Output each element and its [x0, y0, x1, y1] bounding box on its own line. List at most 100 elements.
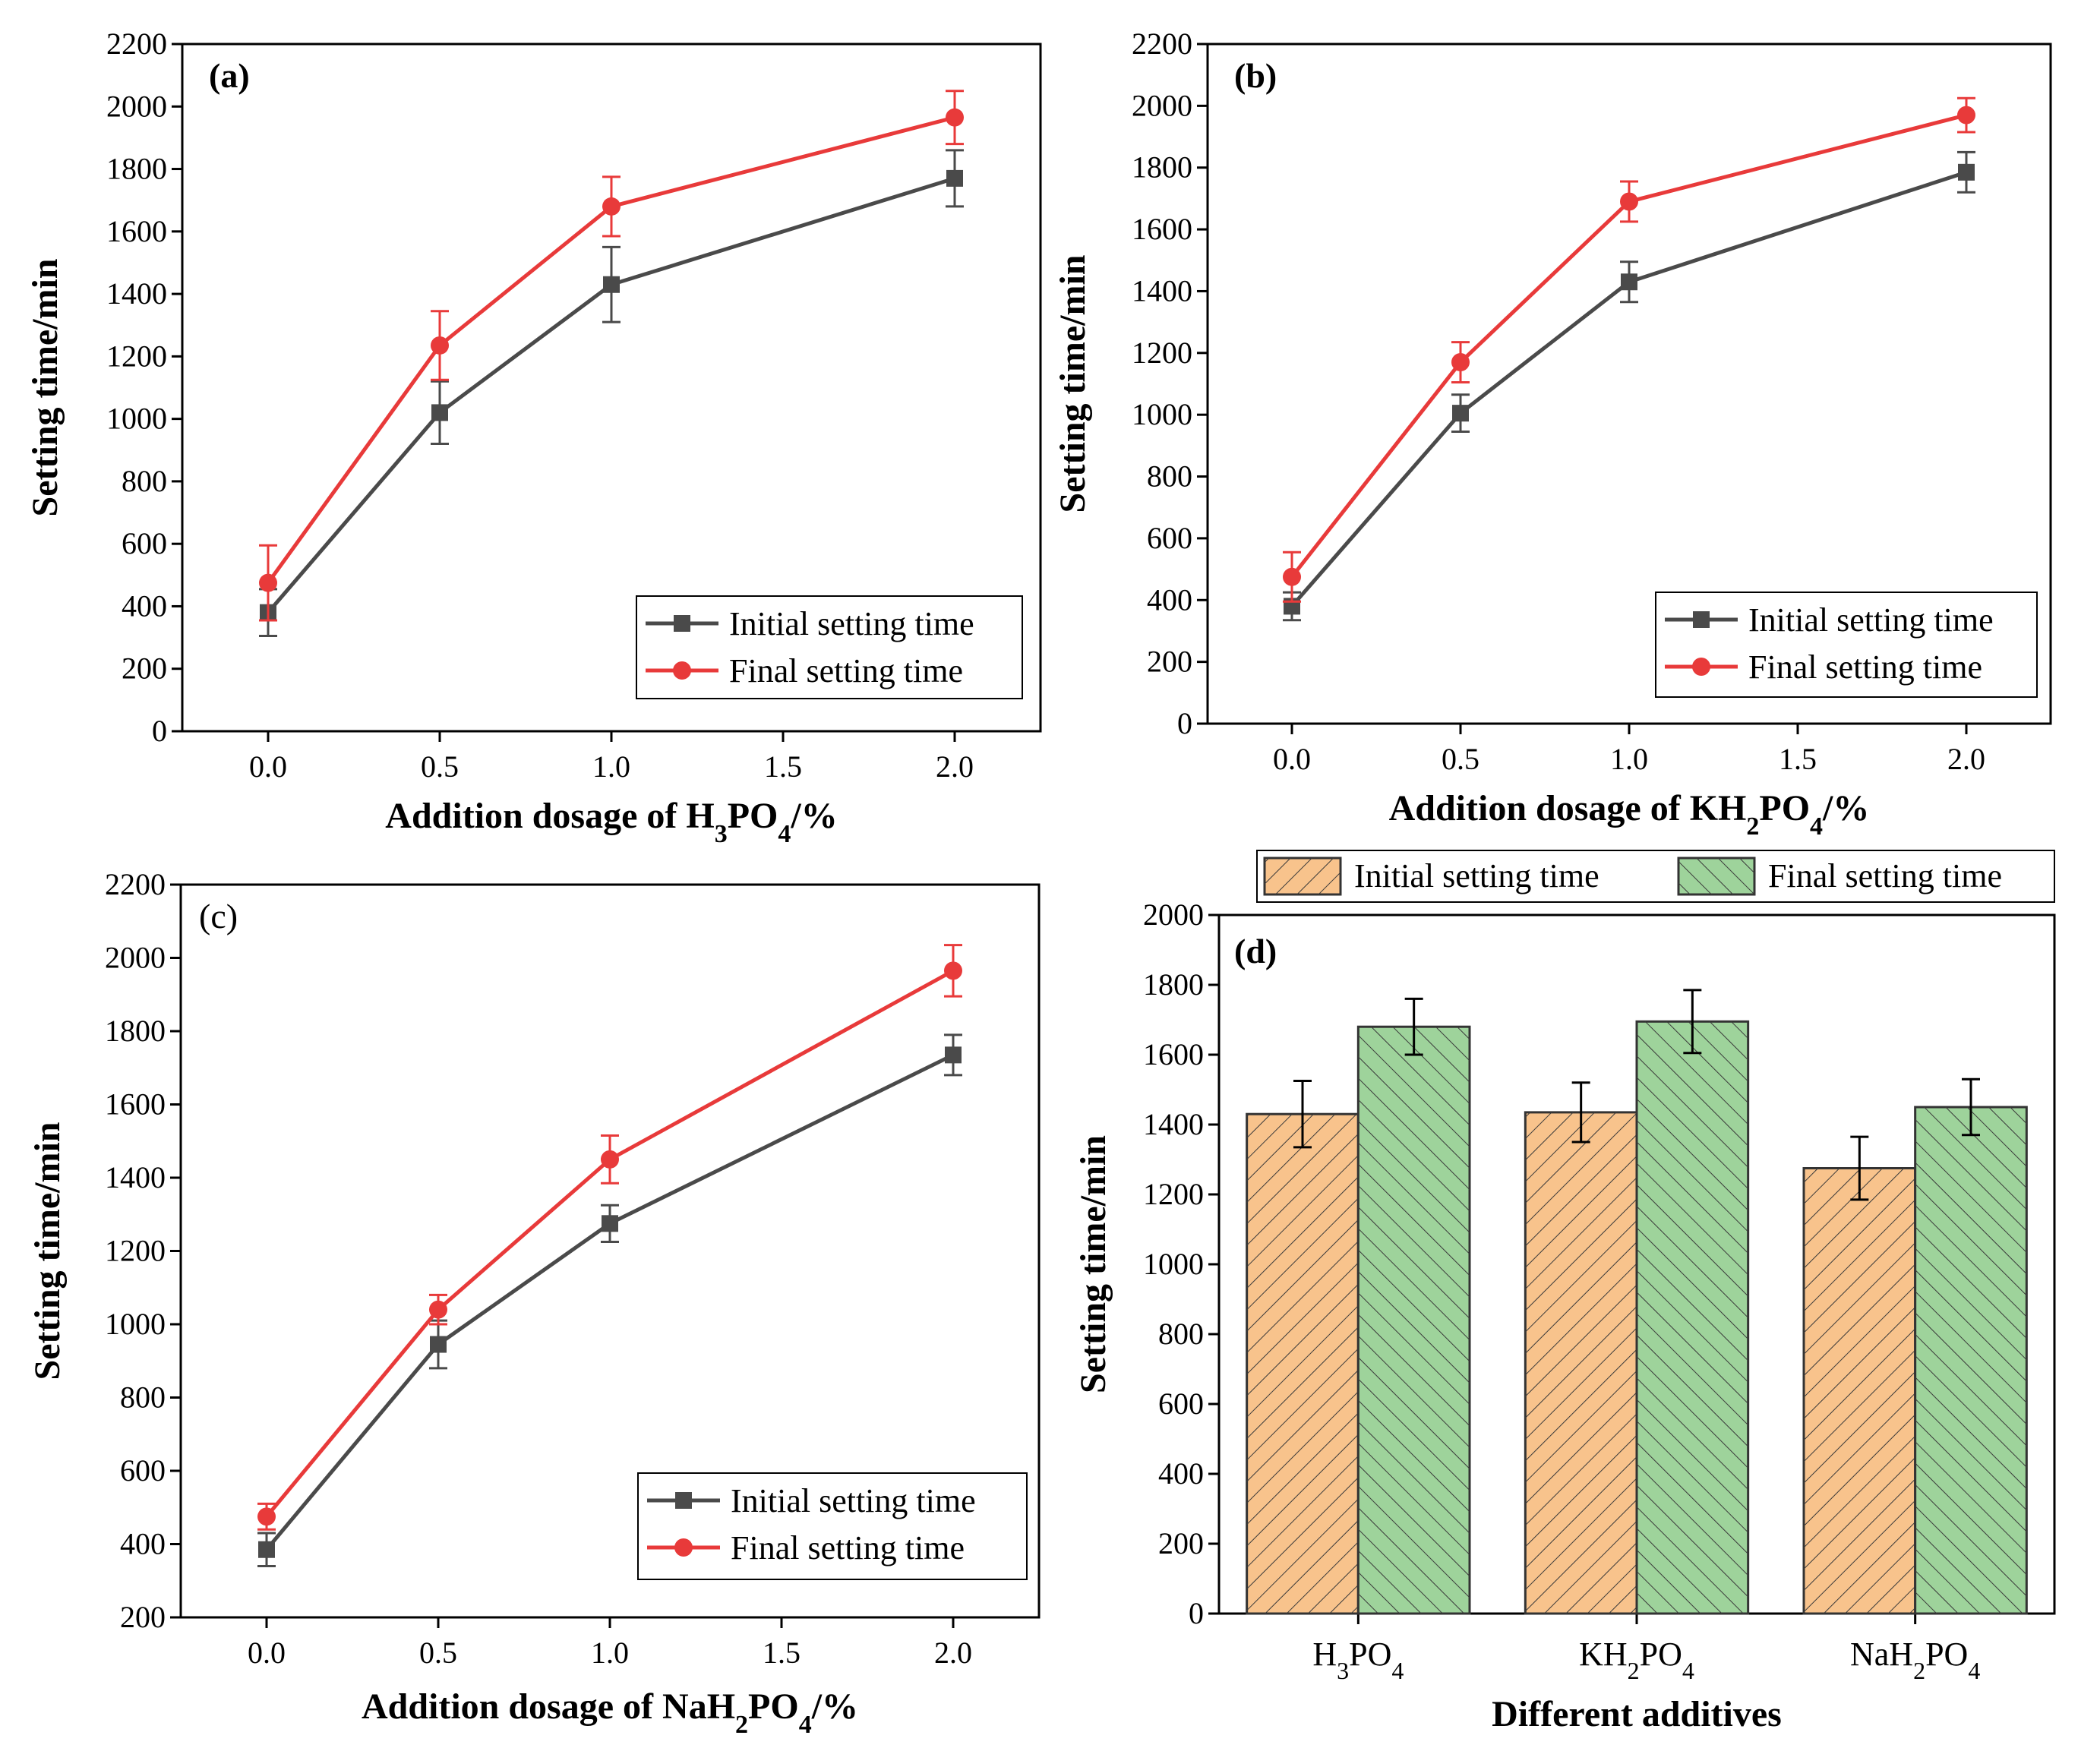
y-tick-label: 800 — [122, 464, 167, 498]
bar-hatch — [1525, 1112, 1637, 1614]
series-initial — [257, 1033, 962, 1567]
subscript: 4 — [1810, 812, 1823, 841]
subscript: 4 — [778, 820, 791, 848]
subscript: 4 — [1391, 1657, 1404, 1684]
bar-hatch — [1915, 1107, 2027, 1614]
x-tick-label: 1.5 — [764, 749, 802, 784]
y-tick-label: 400 — [120, 1527, 166, 1561]
y-tick-label: 2000 — [1132, 88, 1192, 122]
y-tick-label: 1800 — [1132, 150, 1192, 185]
subscript: 4 — [1682, 1657, 1694, 1684]
bar-final — [1914, 1077, 2028, 1615]
y-tick-label: 2200 — [1132, 27, 1192, 61]
y-tick-label: 800 — [1158, 1317, 1204, 1351]
y-tick-label: 2200 — [105, 867, 166, 901]
legend: Initial setting time Final setting time — [636, 595, 1023, 699]
subscript: 4 — [799, 1711, 812, 1739]
y-tick-label: 1400 — [105, 1160, 166, 1194]
panel-label: (a) — [209, 56, 250, 95]
legend-label: Initial setting time — [1748, 601, 1994, 639]
bar-hatch — [1358, 1027, 1470, 1614]
y-tick-label: 1600 — [106, 214, 167, 248]
bar-initial — [1802, 1135, 1917, 1615]
data-point — [602, 197, 621, 216]
data-point — [601, 1150, 619, 1169]
x-tick-label: 0.0 — [249, 749, 287, 784]
panel-label: (b) — [1234, 56, 1277, 95]
y-tick-label: 1800 — [1143, 967, 1204, 1002]
bar-hatch — [1246, 1114, 1359, 1614]
legend-label: Final setting time — [731, 1529, 965, 1566]
series-final — [257, 944, 962, 1531]
legend: Initial setting time Final setting time — [1655, 592, 2038, 698]
bar-initial — [1246, 1080, 1359, 1615]
y-tick-label: 1200 — [1143, 1177, 1204, 1211]
legend: Initial setting time Final setting time — [1256, 850, 2055, 903]
x-category-label: NaH2PO4 — [1850, 1636, 1980, 1684]
legend-label: Final setting time — [1748, 648, 1982, 686]
series-final — [259, 90, 964, 622]
legend-label: Initial setting time — [1354, 857, 1599, 894]
legend-box — [637, 1472, 1028, 1580]
x-axis-title: Addition dosage of KH2PO4/% — [1389, 788, 1870, 841]
x-tick-label: 1.0 — [1610, 742, 1648, 776]
y-tick-label: 1400 — [1132, 273, 1192, 308]
x-tick-label: 1.5 — [1779, 742, 1817, 776]
y-tick-label: 0 — [1177, 706, 1192, 740]
data-point — [944, 961, 962, 980]
data-point — [431, 404, 448, 421]
series-line — [1290, 170, 1967, 608]
y-tick-label: 2000 — [106, 89, 167, 123]
panel-d-bar-chart: 0 200 400 600 800 1000 1200 1400 1600 1800 2000 H3P… — [1073, 850, 2056, 1734]
bar-final — [1356, 997, 1471, 1615]
bar-initial — [1524, 1081, 1638, 1615]
y-tick-label: 1000 — [105, 1307, 166, 1341]
data-point — [602, 1215, 618, 1232]
panel-b-line-chart: 0 200 400 600 800 1000 1200 1400 1600 1800 2000 220… — [1053, 27, 2052, 841]
subscript: 4 — [1968, 1657, 1980, 1684]
series-initial — [259, 149, 964, 638]
x-tick-label: 2.0 — [1947, 742, 1985, 776]
y-tick-label: 1200 — [1132, 336, 1192, 370]
data-point — [1957, 106, 1975, 125]
legend-marker — [674, 1538, 693, 1557]
series-line — [1290, 113, 1967, 579]
x-tick-label: 1.0 — [591, 1636, 629, 1670]
subscript: 3 — [1337, 1657, 1349, 1684]
data-point — [1283, 567, 1301, 586]
x-tick-label: 0.5 — [1442, 742, 1479, 776]
y-tick-label: 200 — [120, 1600, 166, 1634]
y-tick-label: 800 — [1147, 459, 1192, 494]
y-tick-label: 1000 — [1143, 1247, 1204, 1281]
y-tick-label: 1600 — [1132, 212, 1192, 246]
data-point — [258, 1541, 275, 1558]
x-category-label: H3PO4 — [1312, 1636, 1404, 1684]
x-tick-label: 0.0 — [1273, 742, 1311, 776]
legend-label: Final setting time — [729, 652, 963, 689]
subscript: 2 — [735, 1711, 748, 1739]
data-point — [431, 336, 449, 355]
legend-marker — [1693, 611, 1710, 628]
data-point — [946, 108, 964, 127]
y-tick-label: 400 — [1147, 582, 1192, 617]
y-axis-title: Setting time/min — [27, 1122, 68, 1380]
data-point — [946, 169, 963, 187]
y-tick-label: 1000 — [106, 402, 167, 436]
data-point — [603, 276, 620, 293]
subscript: 2 — [1746, 812, 1759, 841]
y-tick-label: 600 — [1158, 1387, 1204, 1421]
x-axis-title: Different additives — [1492, 1694, 1782, 1734]
y-tick-label: 1400 — [1143, 1107, 1204, 1141]
data-point — [1451, 353, 1470, 372]
y-tick-label: 200 — [1158, 1526, 1204, 1560]
data-point — [945, 1046, 962, 1064]
data-point — [429, 1300, 447, 1319]
y-tick-label: 1600 — [105, 1087, 166, 1122]
y-tick-label: 0 — [152, 714, 167, 748]
y-tick-label: 1600 — [1143, 1037, 1204, 1071]
y-tick-label: 400 — [122, 588, 167, 623]
panel-label: (d) — [1234, 932, 1277, 970]
legend: Initial setting time Final setting time — [637, 1472, 1028, 1580]
series-line — [265, 1053, 955, 1551]
